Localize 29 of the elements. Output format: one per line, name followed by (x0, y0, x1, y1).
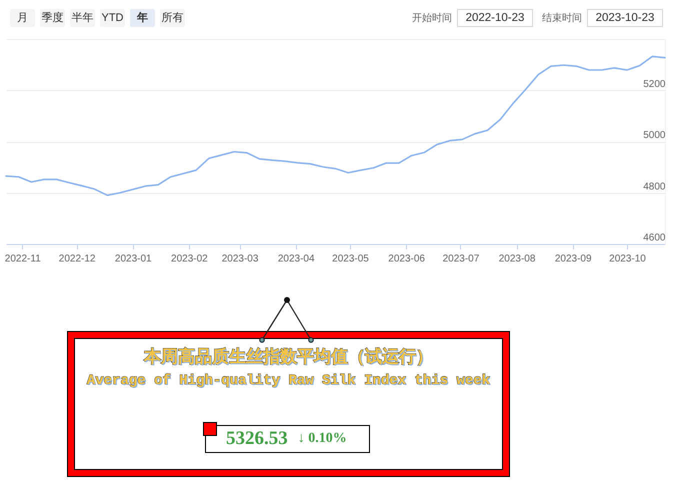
x-tick-label: 2022-12 (58, 254, 96, 264)
x-tick-label: 2023-02 (171, 254, 208, 264)
range-button: 月 (10, 9, 35, 27)
text: Average of High-quality Raw Silk Index this week (86, 373, 492, 390)
x-tick-label: 2023-08 (498, 254, 536, 264)
range-button: YTD (100, 9, 125, 27)
date-field: 2022-10-23 (457, 9, 533, 27)
x-tick-label: 2023-09 (554, 254, 592, 264)
date-field: 2023-10-23 (587, 9, 663, 27)
x-tick-label: 2023-05 (332, 254, 370, 264)
x-tick-label: 2023-10 (609, 254, 646, 264)
y-tick-label: 5000 (643, 130, 666, 141)
y-tick-label: 4800 (643, 181, 666, 192)
y-tick-label: 5200 (643, 78, 666, 90)
text: 结束时间 (542, 12, 582, 25)
range-button: 所有 (160, 9, 185, 27)
y-tick-label: 4600 (643, 232, 666, 244)
text: 开始时间 (412, 12, 452, 25)
value-box: 5326.53 ↓ 0.10% (205, 425, 370, 453)
range-button: 半年 (70, 9, 95, 27)
range-button: 季度 (40, 9, 65, 27)
x-tick-label: 2023-03 (222, 254, 259, 264)
text: 本周高品质生丝指数平均值（试运行） (142, 346, 434, 368)
x-tick-label: 2023-06 (388, 254, 426, 264)
x-tick-label: 2022-11 (4, 254, 42, 264)
x-tick-label: 2023-07 (442, 254, 480, 264)
x-tick-label: 2023-04 (278, 254, 315, 264)
range-button: 年 (130, 9, 155, 27)
x-tick-label: 2023-01 (114, 254, 152, 264)
